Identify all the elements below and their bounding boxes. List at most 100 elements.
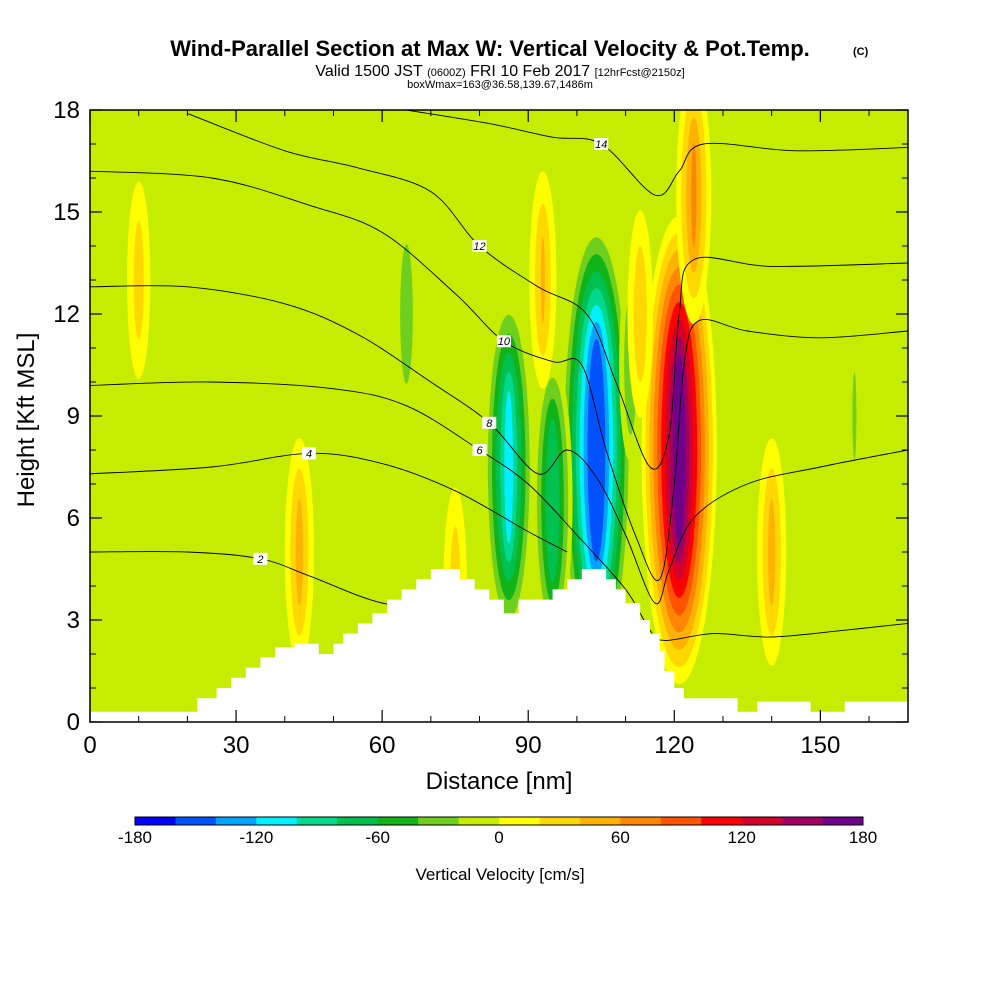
velocity-band (400, 244, 413, 384)
theta-contours (90, 110, 908, 641)
theta-contour-line (187, 112, 908, 470)
x-tick-label: 60 (369, 732, 396, 759)
theta-contour-line (90, 170, 908, 582)
contour-label-bg (594, 138, 609, 150)
contour-label-bg (302, 447, 317, 460)
forecast-info: [12hrFcst@2150z] (595, 67, 685, 79)
velocity-band (633, 245, 647, 383)
theta-contour-line (90, 285, 908, 605)
velocity-feature (560, 220, 633, 680)
contour-label: 12 (473, 241, 485, 253)
theta-contour-line (406, 110, 908, 197)
y-tick-label: 0 (67, 709, 80, 736)
theta-contour-line (90, 381, 908, 641)
terrain-profile (90, 569, 908, 722)
y-tick-label: 18 (53, 97, 80, 124)
copyright-mark: (C) (853, 46, 869, 58)
velocity-band (852, 372, 857, 460)
velocity-band (295, 498, 303, 606)
velocity-band (691, 143, 697, 247)
y-tick-label: 6 (67, 505, 80, 532)
velocity-feature (846, 339, 863, 493)
colorbar-swatch (499, 817, 540, 825)
colorbar (134, 816, 864, 826)
colorbar-tick-label: -60 (365, 828, 390, 847)
velocity-feature (284, 438, 314, 666)
contour-label-bg (253, 552, 268, 565)
colorbar-swatch (701, 817, 743, 825)
velocity-band (731, 194, 745, 332)
y-axis-label: Height [Kft MSL] (13, 333, 40, 508)
x-tick-label: 30 (223, 732, 250, 759)
colorbar-tick-label: 0 (494, 828, 503, 847)
y-tick-labels: 0 3 6 9 12 15 18 (53, 97, 80, 736)
contour-label: 10 (498, 336, 511, 348)
valid-date: FRI 10 Feb 2017 (470, 63, 590, 80)
colorbar-swatch (215, 817, 257, 825)
y-tick-label: 9 (67, 403, 80, 430)
x-axis-label: Distance [nm] (426, 768, 573, 795)
contour-label: 14 (595, 139, 607, 151)
velocity-feature (757, 438, 787, 666)
contour-label: 2 (256, 554, 263, 566)
y-tick-label: 3 (67, 607, 80, 634)
chart-title: Wind-Parallel Section at Max W: Vertical… (170, 36, 810, 61)
contour-label-bg (472, 444, 487, 456)
colorbar-swatch (620, 817, 662, 825)
y-tick-label: 15 (53, 199, 80, 226)
colorbar-swatch (579, 817, 621, 825)
colorbar-tick-labels: -180 -120 -60 0 60 120 180 (118, 828, 877, 847)
velocity-feature (731, 194, 745, 332)
velocity-band (545, 419, 560, 583)
valid-utc: (0600Z) (427, 67, 466, 79)
valid-prefix: Valid 1500 JST (315, 63, 423, 80)
colorbar-tick-label: 60 (611, 828, 630, 847)
valid-line: Valid 1500 JST (0600Z) FRI 10 Feb 2017 [… (315, 63, 684, 80)
colorbar-swatch (377, 817, 419, 825)
box-info: boxWmax=163@36.58,139.67,1486m (407, 79, 593, 91)
contour-label: 4 (306, 448, 312, 460)
colorbar-swatch (539, 817, 581, 825)
velocity-band (540, 236, 545, 324)
colorbar-swatch (296, 817, 338, 825)
velocity-feature (627, 210, 653, 418)
velocity-feature (676, 110, 712, 325)
colorbar-tick-label: -120 (239, 828, 273, 847)
velocity-band (587, 338, 606, 562)
velocity-band (768, 498, 776, 606)
velocity-feature (532, 356, 573, 646)
x-tick-label: 90 (515, 732, 542, 759)
colorbar-swatch (458, 817, 500, 825)
contour-label: 8 (486, 418, 493, 430)
y-tick-label: 12 (53, 301, 80, 328)
velocity-band (133, 220, 144, 340)
colorbar-tick-label: 120 (727, 828, 755, 847)
colorbar-label: Vertical Velocity [cm/s] (415, 865, 584, 884)
colorbar-swatch (256, 817, 298, 825)
colorbar-frame (134, 816, 864, 826)
contour-labels: 2 4 6 8 10 12 14 (253, 138, 609, 566)
colorbar-swatch (135, 817, 176, 825)
contour-label-bg (472, 240, 487, 252)
colorbar-swatch (660, 817, 702, 825)
x-tick-label: 150 (800, 732, 840, 759)
colorbar-swatch (782, 817, 824, 825)
theta-contour-line (90, 452, 568, 553)
colorbar-tick-label: 180 (849, 828, 877, 847)
x-tick-labels: 0 30 60 90 120 150 (83, 732, 840, 759)
contour-label-bg (496, 335, 511, 348)
colorbar-swatch (822, 817, 864, 825)
plot-area: 2 4 6 8 10 12 14 (89, 109, 909, 723)
colorbar-swatch (175, 817, 217, 825)
x-tick-label: 120 (654, 732, 694, 759)
velocity-feature (395, 217, 418, 411)
x-tick-label: 0 (83, 732, 96, 759)
contour-label-bg (482, 416, 497, 429)
plot-frame (89, 109, 909, 723)
colorbar-swatch (337, 817, 379, 825)
velocity-feature (529, 171, 557, 389)
colorbar-tick-label: -180 (118, 828, 152, 847)
velocity-band (504, 390, 514, 544)
velocity-feature (126, 181, 151, 379)
